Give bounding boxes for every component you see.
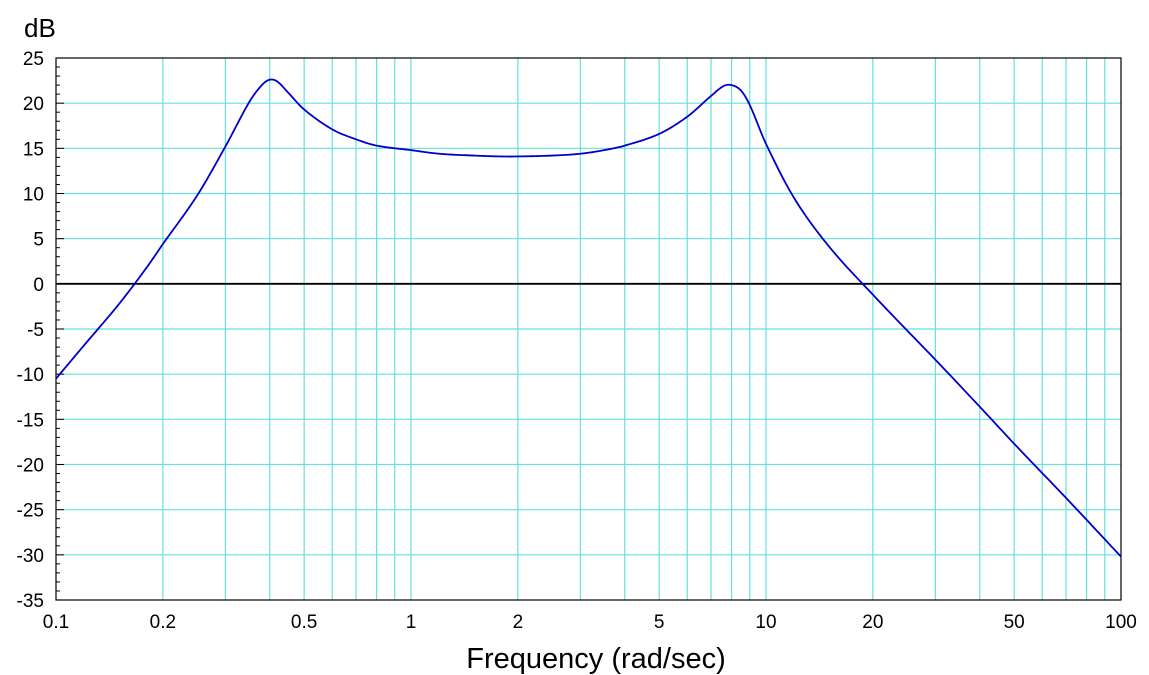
magnitude-series-line (55, 78, 1122, 558)
x-tick-label: 0.1 (43, 612, 69, 633)
x-tick-label: 50 (1004, 612, 1025, 633)
x-tick-label: 1 (406, 612, 417, 633)
y-tick-label: -15 (17, 410, 44, 431)
y-tick-labels: 25 20 15 10 5 0 -5 -10 -15 -20 -25 -30 -35 (17, 49, 44, 612)
x-tick-label: 0.2 (150, 612, 176, 633)
y-tick-label: 15 (23, 139, 44, 160)
x-tick-label: 5 (654, 612, 665, 633)
y-tick-label: 25 (23, 49, 44, 70)
y-tick-label: -20 (17, 456, 44, 477)
x-axis-label: Frequency (rad/sec) (466, 643, 726, 675)
y-tick-label: 20 (23, 94, 44, 115)
x-tick-label: 100 (1105, 612, 1137, 633)
x-tick-label: 0.5 (291, 612, 317, 633)
y-axis-label: dB (24, 13, 56, 43)
y-tick-label: -5 (27, 320, 44, 341)
y-tick-label: 10 (23, 185, 44, 206)
x-tick-labels: 0.1 0.2 0.5 1 2 5 10 20 50 100 (43, 612, 1137, 633)
y-tick-label: 0 (33, 275, 44, 296)
x-tick-label: 2 (513, 612, 524, 633)
y-tick-label: -25 (17, 501, 44, 522)
y-minor-ticks (56, 57, 64, 601)
x-tick-label: 10 (755, 612, 776, 633)
y-tick-label: -35 (17, 591, 44, 612)
grid-lines (56, 58, 1121, 600)
y-tick-label: -30 (17, 546, 44, 567)
x-tick-label: 20 (862, 612, 883, 633)
y-tick-label: 5 (33, 230, 44, 251)
y-tick-label: -10 (17, 365, 44, 386)
